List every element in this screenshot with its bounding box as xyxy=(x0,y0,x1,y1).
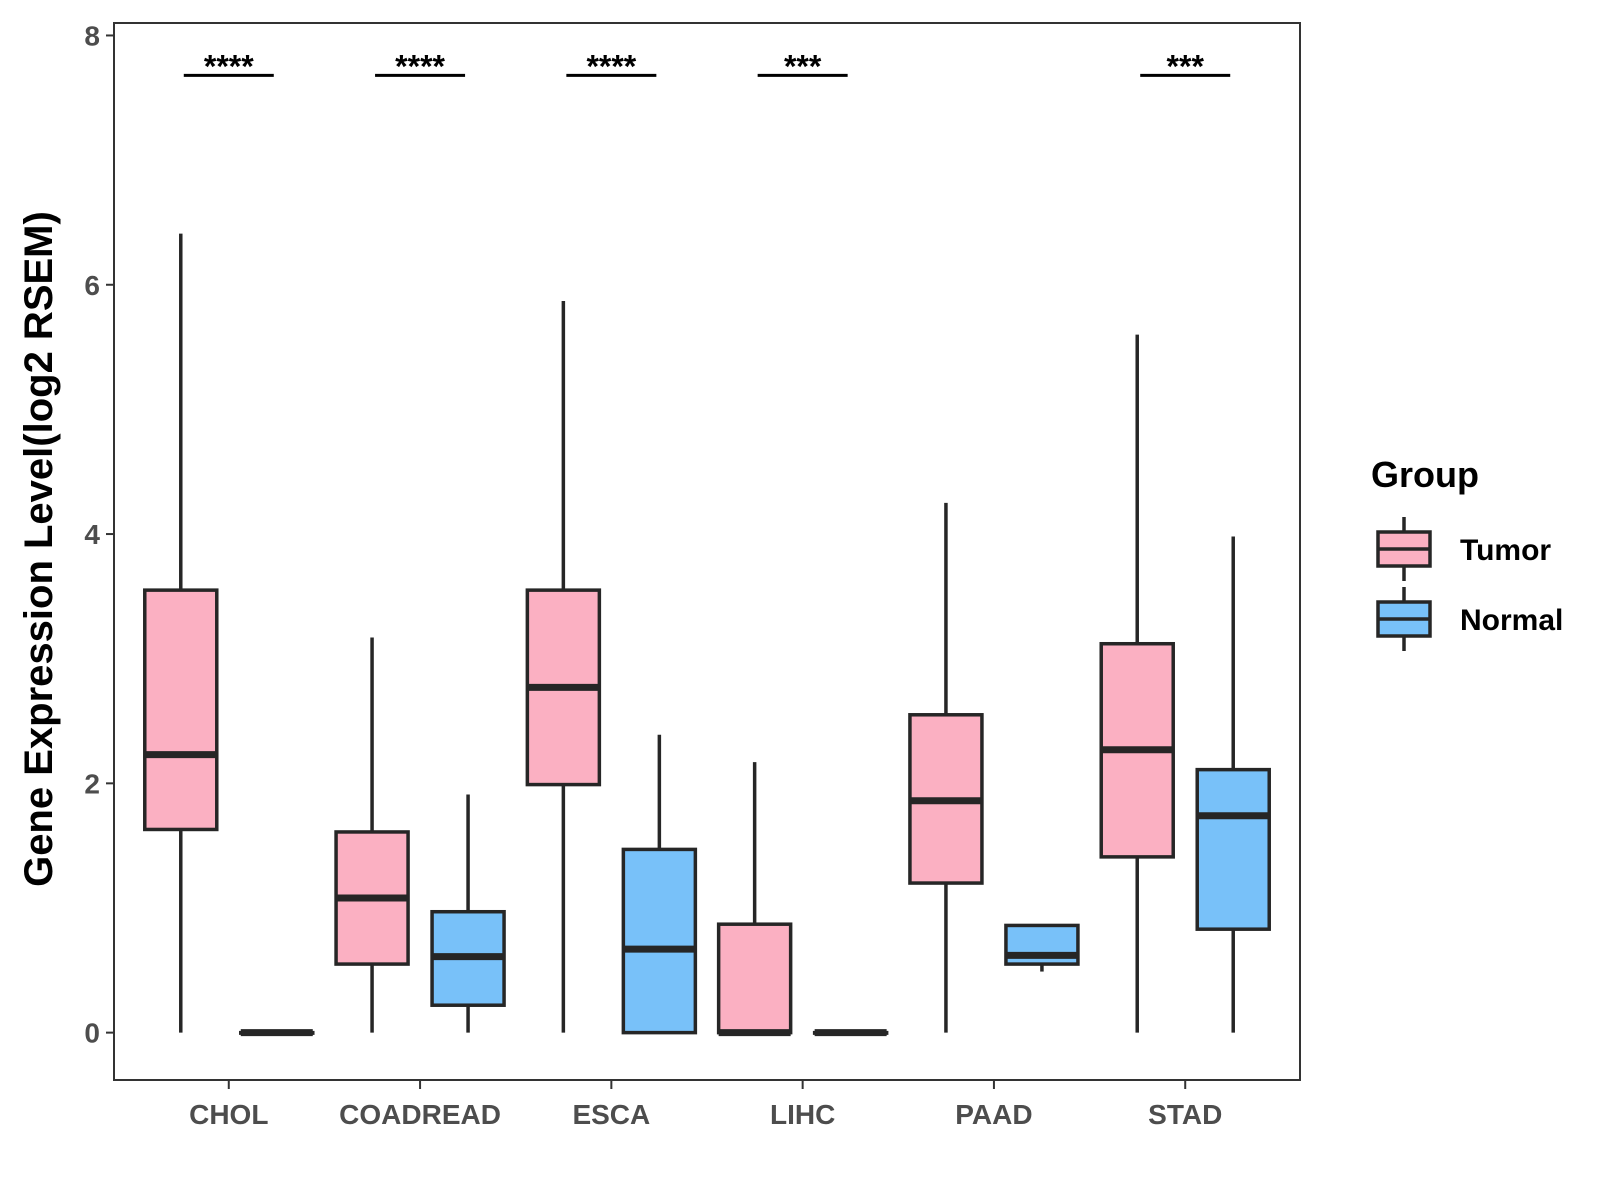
box-tumor-coadread xyxy=(334,637,410,1033)
box-normal-esca xyxy=(621,734,698,1035)
legend-label-tumor: Tumor xyxy=(1460,534,1551,567)
significance-label: **** xyxy=(586,48,636,84)
y-tick-label: 8 xyxy=(84,20,100,51)
box-body xyxy=(1195,767,1271,931)
y-axis-title: Gene Expression Level(log2 RSEM) xyxy=(17,211,61,887)
plot-panel-border xyxy=(113,22,1301,1081)
significance-label: *** xyxy=(1167,48,1205,84)
x-tick-label-esca: ESCA xyxy=(572,1099,650,1130)
box-tumor-stad xyxy=(1099,334,1175,1033)
significance-label: **** xyxy=(395,48,445,84)
y-tick-label: 0 xyxy=(84,1018,100,1049)
y-tick-label: 4 xyxy=(84,519,100,550)
x-axis: CHOL COADREAD ESCA LIHC PAAD STAD xyxy=(189,1080,1222,1130)
plot-content: **** **** **** *** *** xyxy=(143,48,1271,1037)
significance-esca: **** xyxy=(566,48,657,84)
box-tumor-paad xyxy=(908,502,984,1033)
significance-stad: *** xyxy=(1140,48,1231,84)
box-normal-lihc xyxy=(812,1029,889,1037)
significance-coadread: **** xyxy=(375,48,466,84)
legend-title: Group xyxy=(1371,454,1479,495)
y-tick-label: 6 xyxy=(84,270,100,301)
significance-lihc: *** xyxy=(757,48,848,84)
x-tick-label-chol: CHOL xyxy=(189,1099,268,1130)
x-tick-label-coadread: COADREAD xyxy=(339,1099,501,1130)
box-normal-chol xyxy=(239,1029,315,1037)
box-body xyxy=(143,588,219,832)
x-tick-label-paad: PAAD xyxy=(955,1099,1032,1130)
box-tumor-lihc xyxy=(716,762,793,1037)
box-body xyxy=(716,922,793,1035)
box-normal-stad xyxy=(1195,536,1271,1033)
box-normal-paad xyxy=(1004,923,1080,972)
x-tick-label-lihc: LIHC xyxy=(770,1099,835,1130)
significance-label: **** xyxy=(204,48,254,84)
legend-label-normal: Normal xyxy=(1460,604,1563,637)
box-tumor-esca xyxy=(525,300,602,1033)
legend: Group Tumor Normal xyxy=(1371,454,1563,651)
box-tumor-chol xyxy=(143,233,219,1033)
legend-item-normal: Normal xyxy=(1376,587,1563,651)
x-tick-label-stad: STAD xyxy=(1148,1099,1222,1130)
y-axis: 0 2 4 6 8 xyxy=(84,20,114,1049)
box-body xyxy=(621,847,698,1035)
significance-label: *** xyxy=(784,48,822,84)
box-normal-coadread xyxy=(430,794,506,1033)
significance-chol: **** xyxy=(183,48,274,84)
y-tick-label: 2 xyxy=(84,768,100,799)
legend-item-tumor: Tumor xyxy=(1376,517,1551,581)
